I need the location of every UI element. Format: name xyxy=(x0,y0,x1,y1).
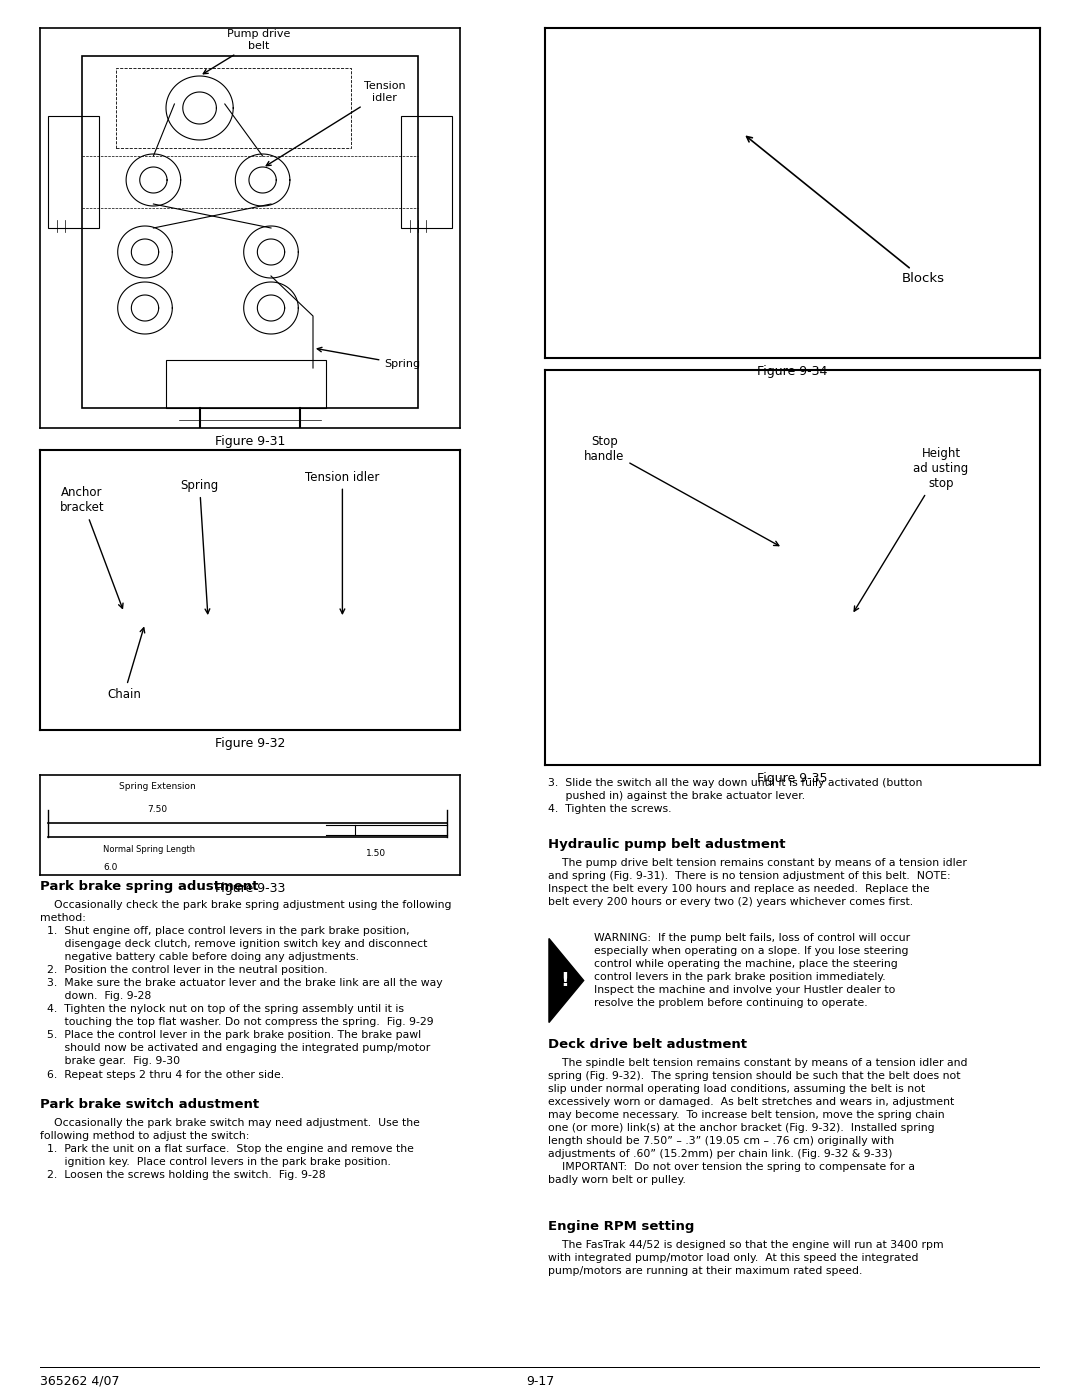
Bar xyxy=(49,116,98,228)
Text: Park brake spring ad​ustment: Park brake spring ad​ustment xyxy=(40,880,258,893)
Text: Hydraulic pump belt ad​ustment: Hydraulic pump belt ad​ustment xyxy=(548,838,785,851)
Text: Figure 9-35: Figure 9-35 xyxy=(757,773,827,785)
Text: Stop
handle: Stop handle xyxy=(584,434,779,546)
Text: Spring Extension: Spring Extension xyxy=(119,782,195,791)
Text: Occasionally the park brake switch may need adjustment.  Use the
following metho: Occasionally the park brake switch may n… xyxy=(40,1118,420,1180)
Text: WARNING:  If the pump belt fails, loss of control will occur
especially when ope: WARNING: If the pump belt fails, loss of… xyxy=(594,933,909,1009)
Text: The FasTrak 44/52 is designed so that the engine will run at 3400 rpm
with integ: The FasTrak 44/52 is designed so that th… xyxy=(548,1241,943,1275)
Text: 365262 4/07: 365262 4/07 xyxy=(40,1375,120,1389)
Text: Figure 9-34: Figure 9-34 xyxy=(757,365,827,379)
Bar xyxy=(116,68,351,148)
Text: Anchor
bracket: Anchor bracket xyxy=(59,486,123,608)
Text: 6.0: 6.0 xyxy=(103,863,118,872)
Text: The pump drive belt tension remains constant by means of a tension idler
and spr: The pump drive belt tension remains cons… xyxy=(548,858,967,907)
Text: Normal Spring Length: Normal Spring Length xyxy=(103,845,195,854)
Text: Park brake switch ad​ustment: Park brake switch ad​ustment xyxy=(40,1098,259,1111)
Text: Figure 9-32: Figure 9-32 xyxy=(215,738,285,750)
Text: Engine RPM setting: Engine RPM setting xyxy=(548,1220,694,1234)
Text: 3.  Slide the switch all the way down until it is fully activated (button
     p: 3. Slide the switch all the way down unt… xyxy=(548,778,922,814)
Text: The spindle belt tension remains constant by means of a tension idler and
spring: The spindle belt tension remains constan… xyxy=(548,1058,967,1186)
Text: Chain: Chain xyxy=(107,627,145,701)
Bar xyxy=(82,56,418,408)
Text: Blocks: Blocks xyxy=(746,137,944,285)
Text: 9-17: 9-17 xyxy=(526,1375,554,1389)
Bar xyxy=(166,360,325,408)
Text: Occasionally check the park brake spring adjustment using the following
method:
: Occasionally check the park brake spring… xyxy=(40,900,451,1080)
Text: Figure 9-33: Figure 9-33 xyxy=(215,882,285,895)
Text: Spring: Spring xyxy=(318,348,420,369)
Text: Spring: Spring xyxy=(180,479,219,613)
Text: Tension idler: Tension idler xyxy=(306,471,379,613)
Bar xyxy=(401,116,451,228)
Text: Figure 9-31: Figure 9-31 xyxy=(215,434,285,448)
Text: Deck drive belt ad​ustment: Deck drive belt ad​ustment xyxy=(548,1038,746,1051)
Text: Pump drive
belt: Pump drive belt xyxy=(203,29,291,74)
Text: 7.50: 7.50 xyxy=(148,805,167,814)
Text: 1.50: 1.50 xyxy=(366,848,386,858)
Text: Height
ad usting
stop: Height ad usting stop xyxy=(854,447,969,612)
Text: !: ! xyxy=(561,971,569,990)
Text: Tension
idler: Tension idler xyxy=(267,81,405,166)
Polygon shape xyxy=(549,939,583,1023)
